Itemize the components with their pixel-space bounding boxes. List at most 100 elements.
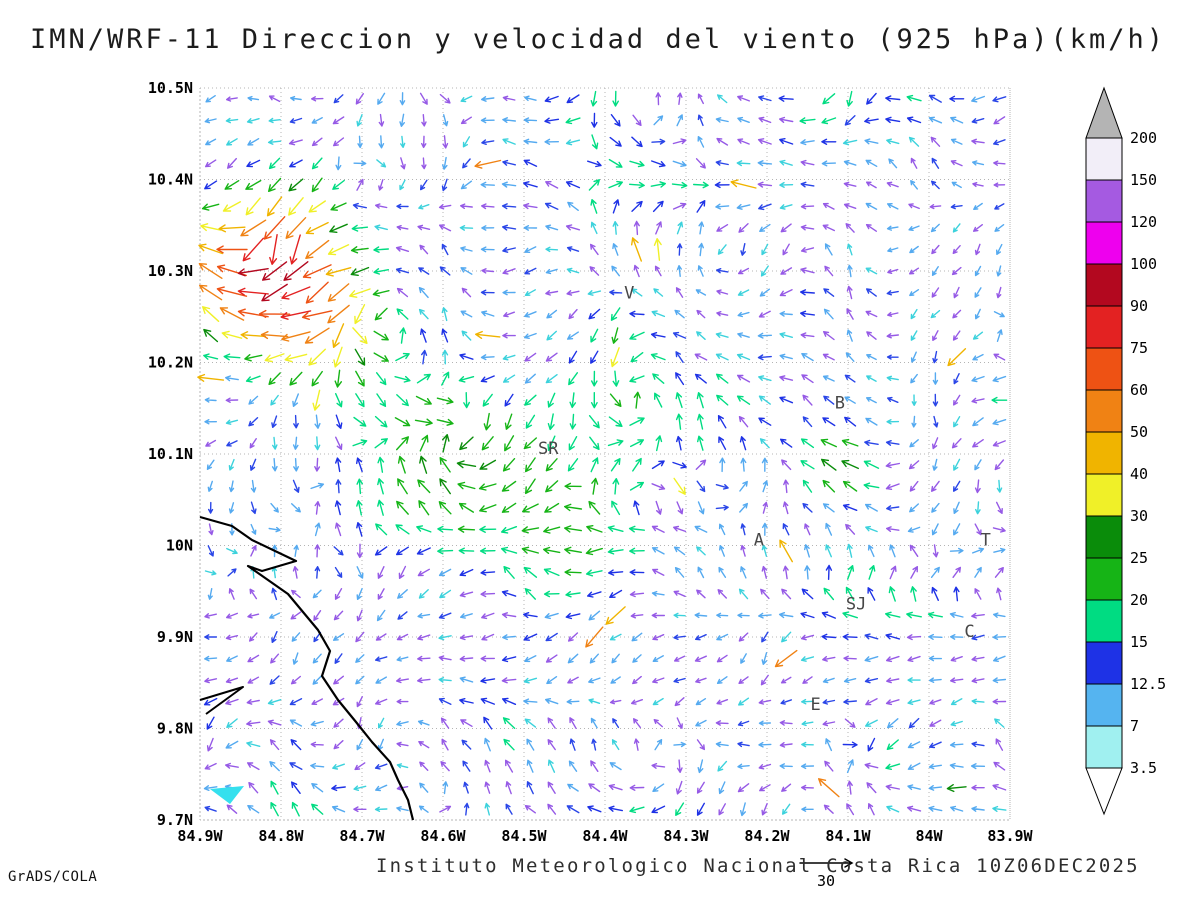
wind-arrow <box>804 523 811 536</box>
wind-arrow <box>631 699 643 705</box>
wind-arrow <box>569 413 577 430</box>
wind-arrow <box>284 353 308 363</box>
wind-arrow <box>505 781 512 795</box>
wind-arrow <box>245 375 261 383</box>
wind-arrow <box>971 656 985 662</box>
wind-arrow <box>718 436 727 450</box>
wind-arrow <box>480 677 496 684</box>
wind-arrow <box>479 547 496 555</box>
wind-arrow <box>201 203 220 211</box>
wind-arrow <box>759 438 770 449</box>
wind-arrow <box>565 180 581 189</box>
wind-arrow <box>204 677 218 684</box>
wind-arrow <box>225 762 239 769</box>
wind-arrow <box>311 96 324 102</box>
wind-arrow <box>203 697 218 706</box>
wind-arrow <box>799 117 816 124</box>
x-axis-tick-label: 84.1W <box>825 827 871 845</box>
wind-arrow <box>270 780 279 795</box>
wind-arrow <box>400 135 406 148</box>
wind-arrow <box>887 311 899 317</box>
wind-arrow <box>311 157 323 170</box>
station-label: C <box>964 622 974 642</box>
wind-arrow <box>910 308 918 320</box>
wind-arrow <box>673 741 686 748</box>
wind-arrow <box>886 739 899 750</box>
wind-arrow <box>248 395 259 405</box>
wind-arrow <box>931 287 940 298</box>
wind-arrow <box>352 202 367 209</box>
wind-arrow <box>931 480 940 492</box>
wind-arrow <box>612 221 619 235</box>
wind-arrow <box>310 482 325 490</box>
wind-arrow <box>629 784 645 791</box>
wind-arrow <box>547 392 556 408</box>
wind-arrow <box>567 458 579 472</box>
wind-arrow <box>907 784 921 791</box>
wind-arrow <box>908 717 920 729</box>
wind-arrow <box>569 717 577 729</box>
wind-arrow <box>717 94 728 104</box>
wind-arrow <box>458 376 475 383</box>
wind-arrow <box>587 290 602 296</box>
wind-arrow <box>372 289 390 297</box>
wind-arrow <box>293 544 299 557</box>
colorbar-under-triangle <box>1085 767 1123 816</box>
wind-arrow <box>760 588 770 600</box>
wind-arrow <box>501 480 517 492</box>
wind-arrow <box>994 567 1004 578</box>
wind-arrow <box>245 179 262 190</box>
wind-arrow <box>800 763 815 770</box>
wind-arrow <box>697 435 704 451</box>
wind-arrow <box>907 699 921 705</box>
colorbar-segment <box>1085 599 1123 643</box>
wind-arrow <box>271 415 278 428</box>
wind-arrow <box>909 503 919 513</box>
wind-arrow <box>888 158 898 169</box>
wind-arrow <box>971 741 985 748</box>
wind-arrow <box>932 437 939 450</box>
wind-arrow <box>475 330 501 339</box>
wind-arrow <box>566 698 580 705</box>
wind-arrow <box>441 243 449 256</box>
wind-arrow <box>932 393 939 407</box>
wind-arrow <box>272 436 278 450</box>
wind-arrow <box>757 181 773 188</box>
wind-arrow <box>481 633 495 641</box>
wind-arrow <box>373 330 389 341</box>
wind-arrow <box>608 158 623 168</box>
wind-arrow <box>885 95 901 102</box>
wind-arrow <box>591 738 597 751</box>
x-axis-tick-label: 84W <box>915 827 943 845</box>
wind-arrow <box>501 502 517 513</box>
colorbar-segment <box>1085 725 1123 769</box>
wind-arrow <box>564 503 583 512</box>
wind-arrow <box>718 523 726 536</box>
wind-arrow <box>327 244 350 256</box>
wind-arrow <box>204 655 218 662</box>
wind-arrow <box>610 347 620 368</box>
wind-arrow <box>716 137 729 146</box>
wind-arrow <box>545 352 558 362</box>
wind-arrow <box>844 115 856 126</box>
wind-arrow <box>250 523 257 535</box>
wind-arrow <box>736 203 751 210</box>
wind-arrow <box>481 268 495 274</box>
wind-arrow <box>738 267 750 275</box>
wind-arrow <box>373 268 389 275</box>
wind-arrow <box>740 457 747 472</box>
wind-arrow <box>822 417 836 427</box>
wind-arrow <box>289 159 303 168</box>
wind-arrow <box>505 803 513 815</box>
wind-arrow <box>888 586 896 602</box>
wind-arrow <box>696 480 706 493</box>
wind-arrow <box>526 781 534 795</box>
wind-arrow <box>334 566 343 578</box>
wind-arrow <box>480 289 495 296</box>
wind-arrow <box>335 436 343 450</box>
wind-arrow <box>543 568 560 577</box>
wind-arrow <box>545 246 559 253</box>
wind-arrow <box>950 160 963 167</box>
wind-arrow <box>740 566 747 579</box>
wind-arrow <box>782 523 790 536</box>
